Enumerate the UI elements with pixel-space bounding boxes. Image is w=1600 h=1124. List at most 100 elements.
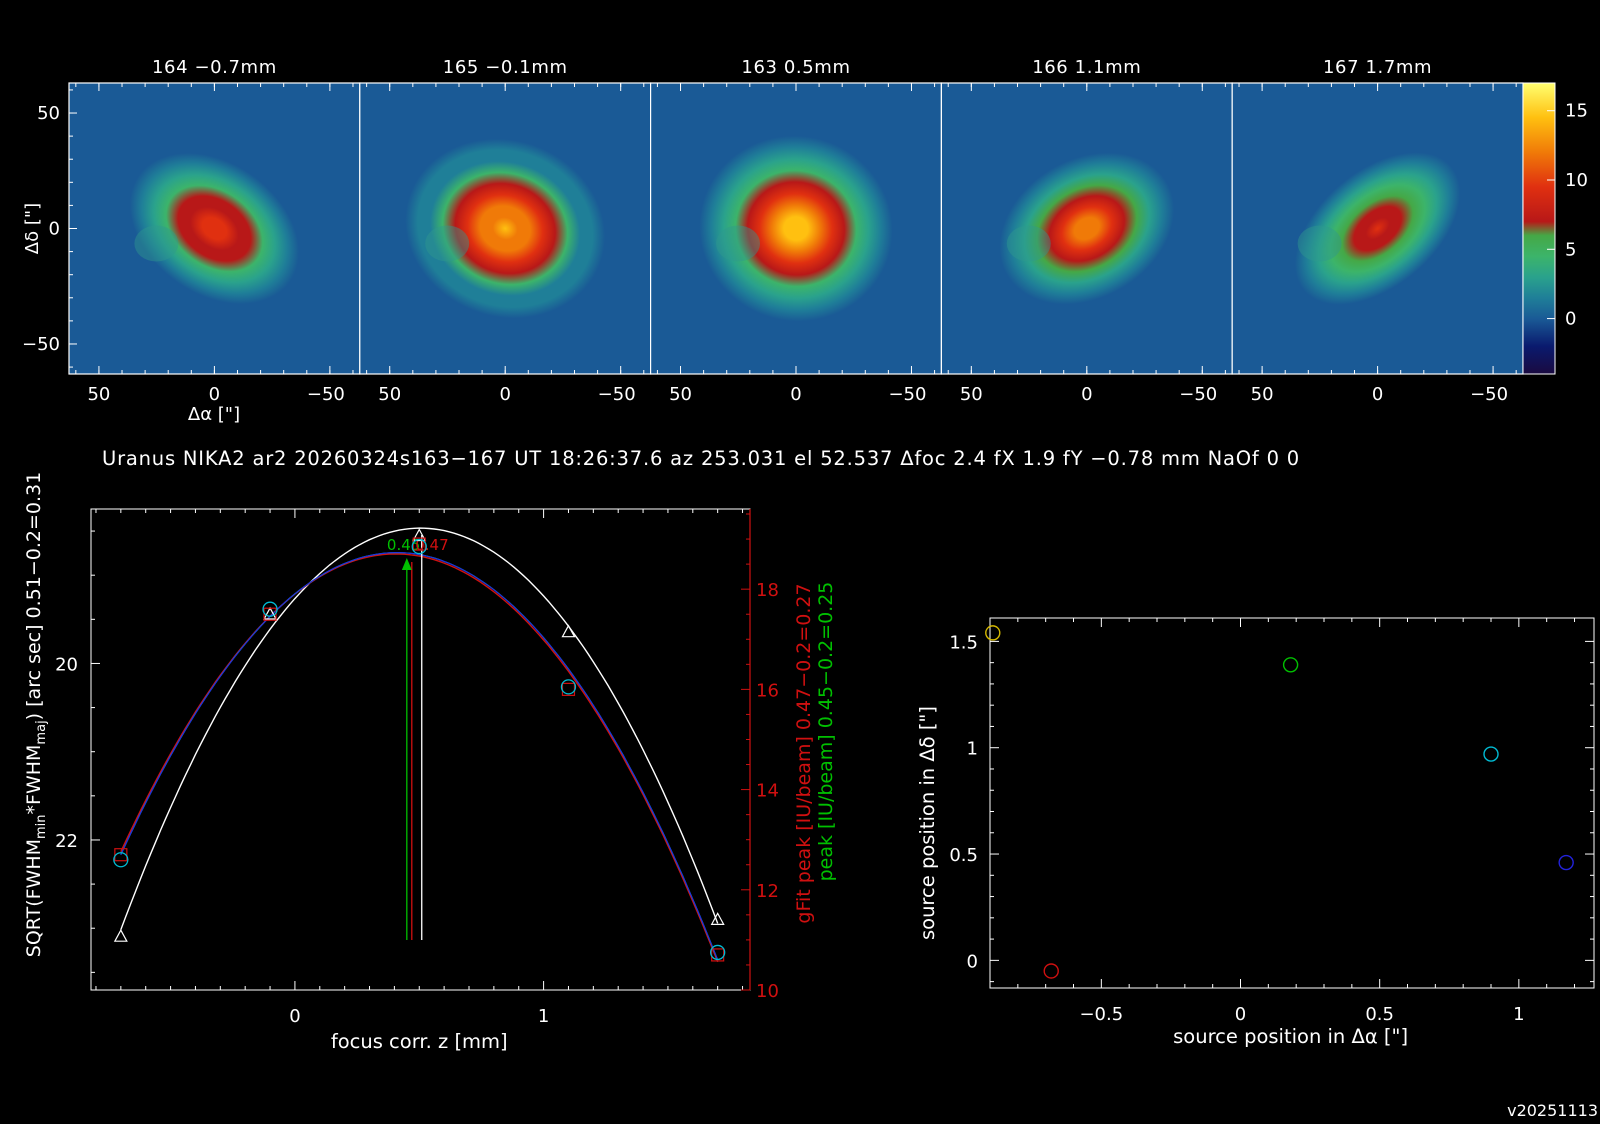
beam-map-panel: 164 −0.7mm 50 0 −50 (68, 57, 361, 405)
map-title: 163 0.5mm (741, 57, 850, 78)
x-tick-label: −50 (307, 384, 345, 405)
peak-circle-marker (113, 852, 129, 868)
y2-tick-label: 16 (756, 680, 779, 701)
beam-map-panel: 166 1.1mm 50 0 −50 (940, 57, 1233, 405)
fwhm-triangle-marker (710, 912, 725, 925)
position-xlabel: source position in Δα ["] (1173, 1025, 1408, 1048)
position-point (1282, 657, 1299, 673)
map-title: 166 1.1mm (1032, 57, 1141, 78)
beam-spot (1259, 119, 1496, 338)
peak-circle-marker (560, 679, 577, 695)
gfit-square-marker (263, 607, 277, 621)
info-line: Uranus NIKA2 ar2 20260324s163−167 UT 18:… (102, 447, 1300, 470)
position-point (1043, 963, 1059, 979)
y2-label-red: gFit peak [IU/beam] 0.47−0.2=0.27 (793, 583, 815, 923)
x-tick-label: 1 (1513, 1004, 1524, 1025)
ylabel-part: *FWHM (23, 745, 45, 815)
optimum-arrow (401, 558, 412, 570)
position-point (1558, 854, 1574, 871)
x-tick-label: −50 (888, 384, 926, 405)
optimum-label-green: 0.45 (387, 536, 420, 554)
x-tick-label: 0 (1081, 384, 1092, 405)
peak-circle-marker (262, 601, 278, 617)
beam-map-panel: 163 0.5mm 50 0 −50 (649, 57, 942, 405)
y-tick-label: 20 (55, 654, 78, 675)
peak-curve-cyan (120, 552, 719, 961)
x-tick-label: 1 (538, 1006, 549, 1027)
x-tick-label: 50 (1251, 384, 1274, 405)
y2-tick-label: 12 (756, 881, 779, 902)
beam-map-panel: 165 −0.1mm 50 0 −50 (359, 57, 652, 405)
map-xlabel: Δα ["] (188, 404, 240, 425)
ylabel-part: ) [arc sec] 0.51−0.2=0.31 (23, 472, 45, 721)
map-title: 165 −0.1mm (443, 57, 568, 78)
x-tick-label: 50 (87, 384, 110, 405)
colorbar-tick-label: 15 (1565, 101, 1588, 122)
fwhm-triangle-marker (412, 528, 427, 542)
x-tick-label: 50 (378, 384, 401, 405)
beam-spot (675, 112, 917, 345)
y2-label-green: peak [IU/beam] 0.45−0.2=0.25 (815, 582, 837, 882)
fwhm-fit-curve (120, 527, 719, 930)
x-tick-label: 0 (289, 1006, 300, 1027)
y-tick-label: −50 (22, 334, 60, 355)
x-tick-label: 0 (1235, 1004, 1246, 1025)
side-lobe (425, 225, 470, 262)
position-point (1483, 746, 1499, 762)
fwhm-triangle-marker (263, 606, 278, 620)
ylabel-part: min (34, 814, 49, 839)
y-tick-label: 0 (49, 219, 60, 240)
x-tick-label: 0.5 (1365, 1004, 1394, 1025)
map-title: 164 −0.7mm (152, 57, 277, 78)
colorbar-frame (1522, 82, 1556, 375)
y-tick-label: 1 (967, 739, 978, 760)
y-tick-label: 22 (55, 831, 78, 852)
position-ylabel: source position in Δδ ["] (916, 706, 939, 940)
focus-ylabel: SQRT(FWHMmin*FWHMmaj) [arc sec] 0.51−0.2… (23, 472, 49, 957)
x-tick-label: −0.5 (1079, 1004, 1123, 1025)
optimum-label-red: 0.47 (415, 536, 448, 554)
ylabel-part: maj (34, 720, 49, 744)
beam-map-panel: 167 1.7mm 50 0 −50 (1231, 57, 1524, 405)
colorbar-fill (1523, 83, 1555, 374)
peak-circle-marker (411, 538, 427, 555)
y-tick-label: 0.5 (949, 845, 978, 866)
position-point (985, 625, 1001, 641)
y-tick-label: 0 (967, 951, 978, 972)
beam-spot (380, 116, 631, 341)
side-lobe (716, 225, 760, 262)
colorbar-tick-label: 10 (1565, 170, 1588, 191)
beam-spot (962, 120, 1212, 337)
x-tick-label: 0 (1372, 384, 1383, 405)
map-title: 167 1.7mm (1323, 57, 1432, 78)
x-tick-label: 50 (669, 384, 692, 405)
gfit-square-marker (114, 848, 128, 862)
gfit-peak-curve (120, 553, 719, 963)
position-frame (989, 617, 1595, 989)
x-tick-label: 50 (960, 384, 983, 405)
peak-curve-blue (120, 552, 719, 961)
x-tick-label: −50 (1179, 384, 1217, 405)
y2-tick-label: 10 (756, 981, 779, 1002)
ylabel-part: SQRT(FWHM (23, 839, 45, 957)
colorbar: 15 10 5 0 (1522, 82, 1588, 375)
side-lobe (1297, 225, 1342, 262)
focus-frame (90, 508, 751, 991)
colorbar-tick-label: 5 (1565, 239, 1576, 260)
x-tick-label: 0 (499, 384, 510, 405)
fwhm-triangle-marker (561, 624, 576, 638)
beam-spot (93, 120, 336, 337)
peak-circle-marker (710, 944, 726, 961)
x-tick-label: 0 (790, 384, 801, 405)
y-tick-label: 1.5 (949, 632, 978, 653)
side-lobe (134, 225, 179, 262)
colorbar-tick-label: 0 (1565, 309, 1576, 330)
y2-tick-label: 14 (756, 781, 779, 802)
map-y-axis: 50 0 −50 Δδ ["] Δα ["] (22, 89, 240, 425)
x-tick-label: −50 (598, 384, 636, 405)
x-tick-label: 0 (209, 384, 220, 405)
